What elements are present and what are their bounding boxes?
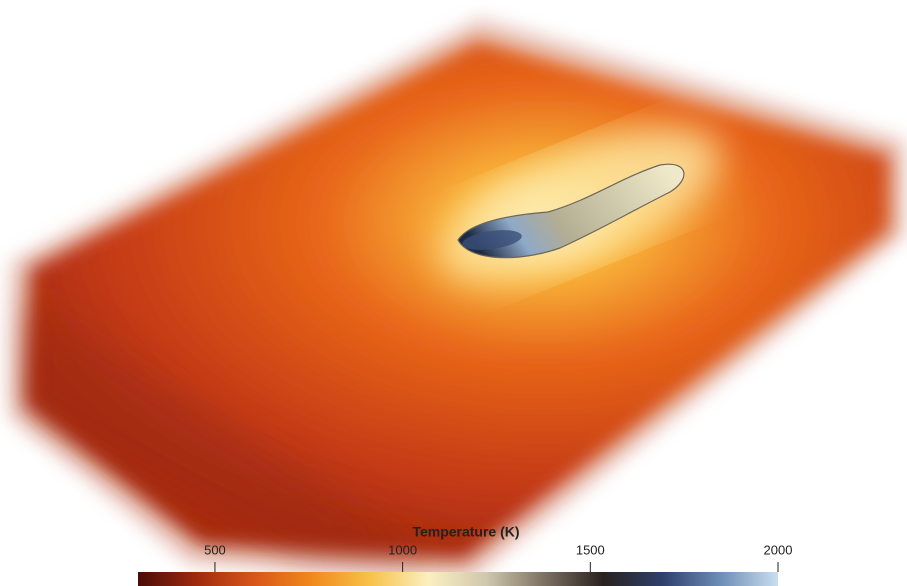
slab: [10, 18, 905, 580]
colorbar-bar: [138, 572, 778, 586]
colorbar-title: Temperature (K): [412, 524, 519, 540]
tick-label: 2000: [764, 542, 793, 557]
tick-label: 500: [204, 542, 226, 557]
visualization: Temperature (K) 500 1000 1500 2000: [0, 0, 907, 586]
tick-label: 1500: [576, 542, 605, 557]
page: Temperature (K) 500100015002000 (() => {…: [0, 0, 907, 586]
tick-label: 1000: [388, 542, 417, 557]
